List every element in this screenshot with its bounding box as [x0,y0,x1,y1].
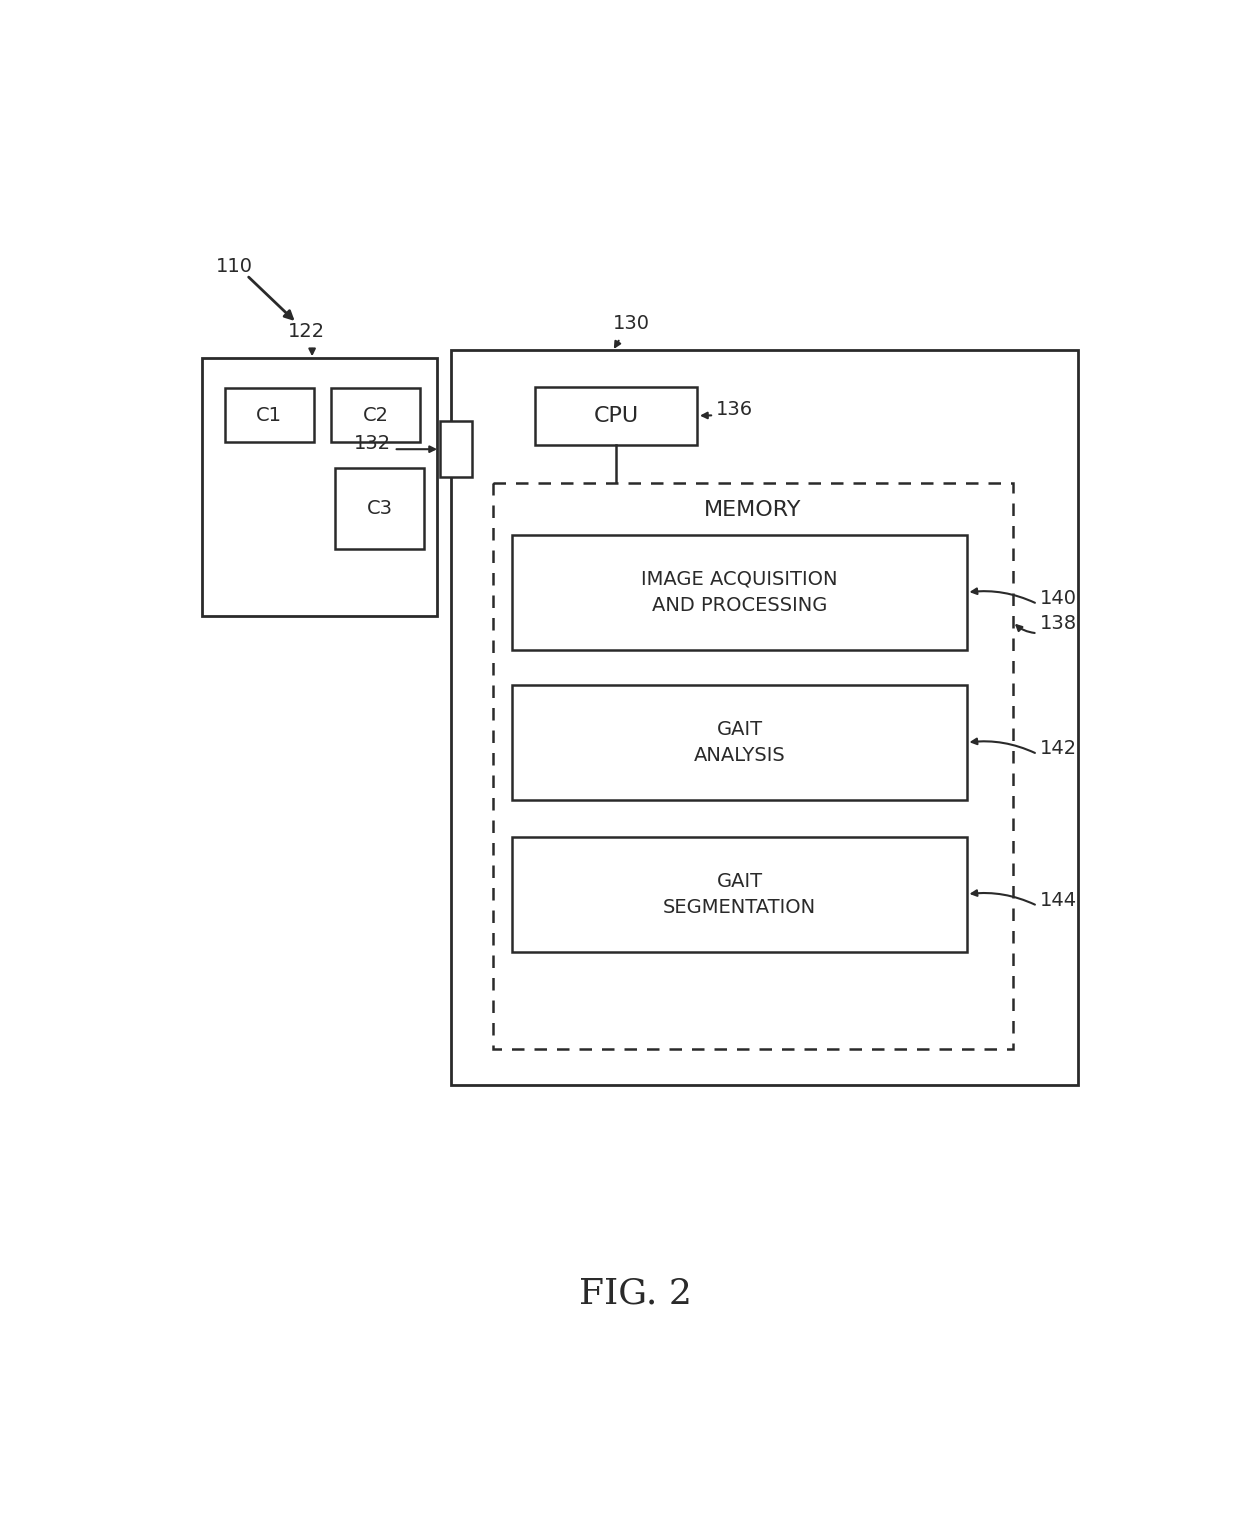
Text: 110: 110 [216,258,253,276]
Bar [335,467,424,548]
Bar [494,484,1013,1049]
Bar [450,350,1079,1086]
Bar [440,421,472,476]
Text: 132: 132 [355,435,392,453]
Bar [512,685,967,800]
Text: 142: 142 [1040,739,1076,759]
Text: MEMORY: MEMORY [704,501,802,521]
Text: GAIT
ANALYSIS: GAIT ANALYSIS [693,720,785,765]
Bar [226,389,314,442]
Text: C2: C2 [362,406,388,425]
Text: C3: C3 [367,499,393,518]
Text: FIG. 2: FIG. 2 [579,1276,692,1310]
Text: IMAGE ACQUISITION
AND PROCESSING: IMAGE ACQUISITION AND PROCESSING [641,570,838,616]
Bar [202,358,436,616]
Bar [512,535,967,650]
Text: C1: C1 [257,406,283,425]
Bar [512,837,967,952]
Text: 136: 136 [717,401,754,419]
Text: CPU: CPU [594,406,639,425]
Bar [331,389,420,442]
Text: 130: 130 [613,313,650,333]
Text: 144: 144 [1040,891,1076,909]
Bar [536,387,697,444]
Text: 138: 138 [1040,614,1076,633]
Text: GAIT
SEGMENTATION: GAIT SEGMENTATION [663,871,816,917]
Text: 122: 122 [288,321,325,341]
Text: 140: 140 [1040,588,1076,608]
